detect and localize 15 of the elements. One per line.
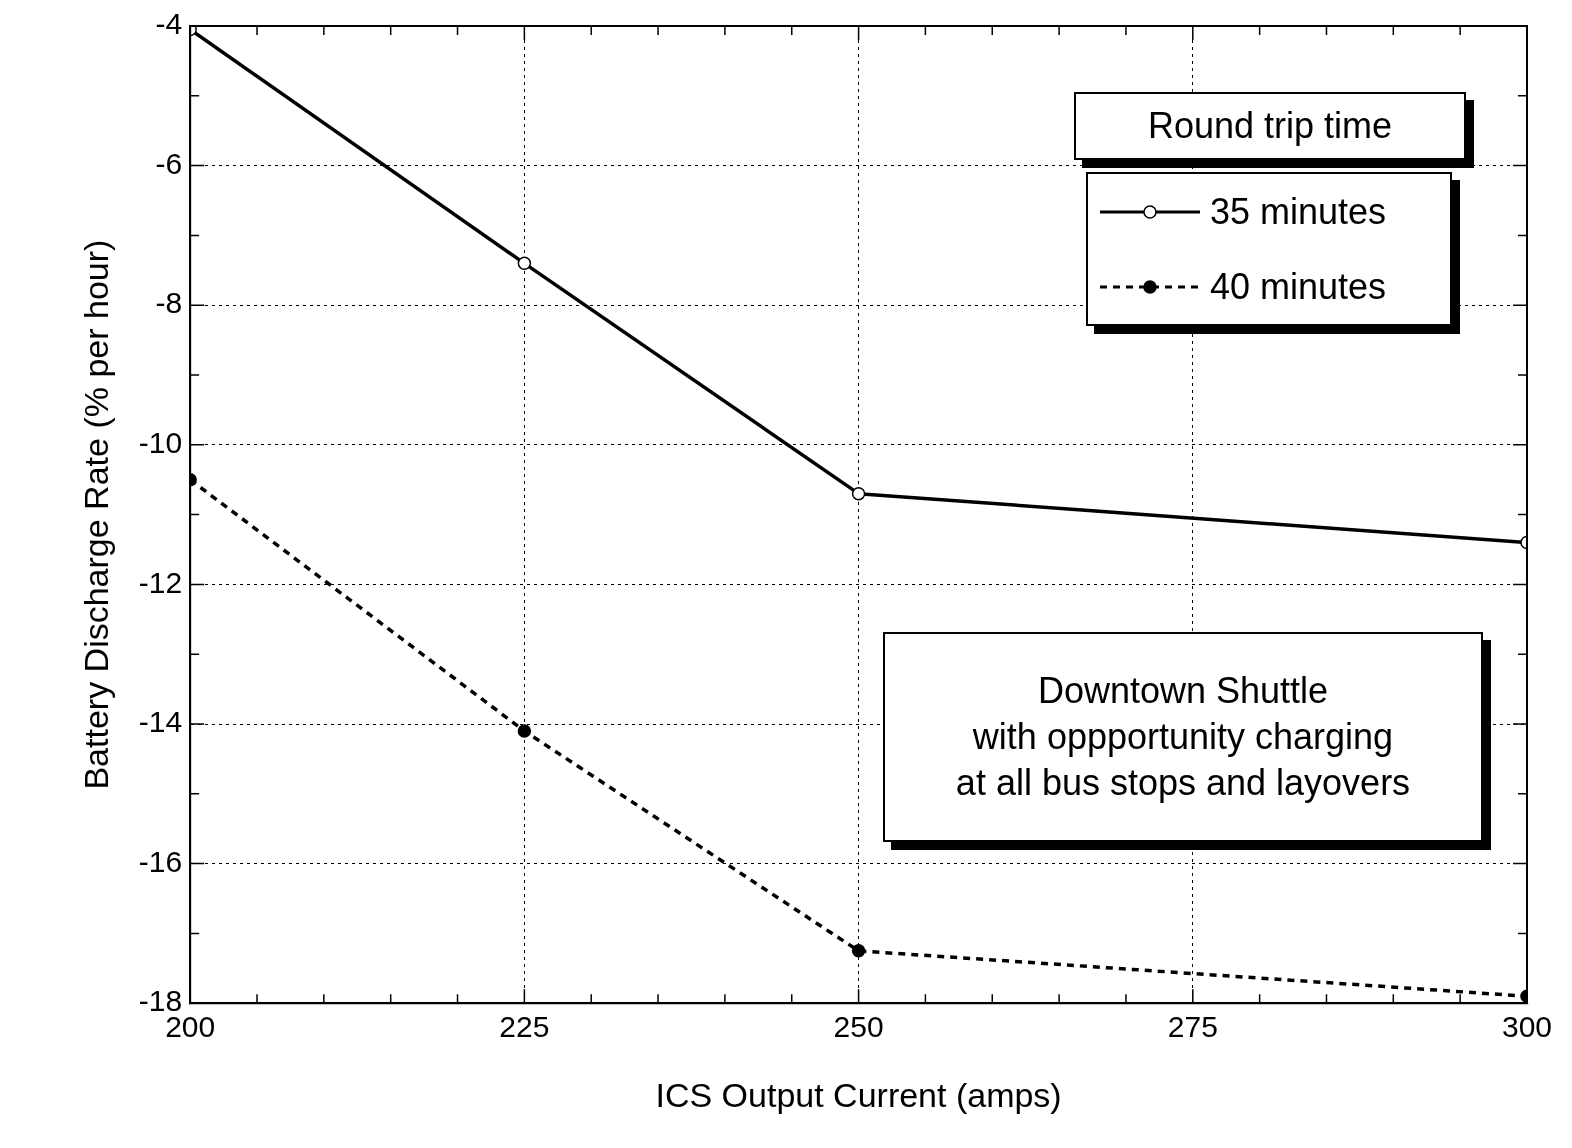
y-tick-label: -10 bbox=[138, 426, 183, 460]
x-tick-label: 250 bbox=[833, 1010, 884, 1044]
y-tick-label: -12 bbox=[138, 565, 183, 599]
y-axis-title: Battery Discharge Rate (% per hour) bbox=[76, 239, 115, 790]
y-tick-label: -16 bbox=[138, 844, 183, 878]
x-tick-label: 275 bbox=[1167, 1010, 1218, 1044]
x-tick-label: 300 bbox=[1501, 1010, 1553, 1044]
y-tick-label: -6 bbox=[155, 146, 183, 180]
y-tick-label: -8 bbox=[155, 286, 183, 320]
legend-label: 35 minutes bbox=[1210, 190, 1387, 233]
y-tick-label: -4 bbox=[155, 7, 183, 41]
x-tick-label: 225 bbox=[499, 1010, 550, 1044]
legend-label: 40 minutes bbox=[1210, 265, 1387, 308]
x-axis-title: ICS Output Current (amps) bbox=[655, 1075, 1062, 1114]
y-tick-label: -14 bbox=[138, 705, 183, 739]
